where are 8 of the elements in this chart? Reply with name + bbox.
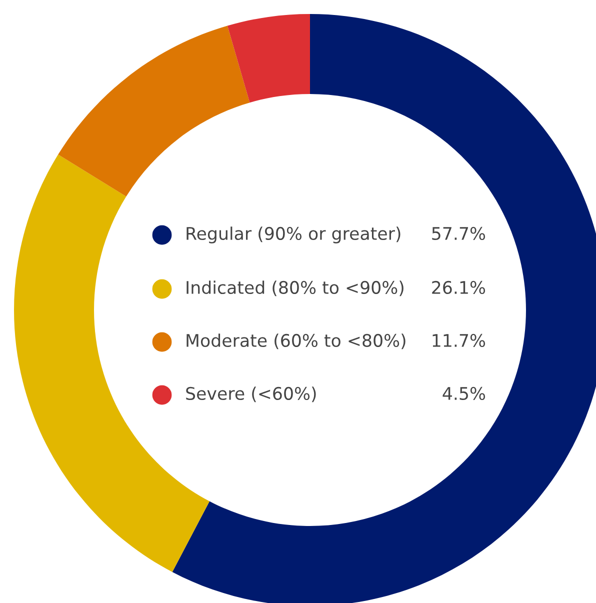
legend-label: Regular (90% or greater) <box>186 226 400 244</box>
data-label: 26.1% <box>432 280 486 294</box>
data-label: 4.5% <box>442 386 486 400</box>
legend-label: Moderate (60% to <80%) <box>186 334 406 350</box>
data-label: 11.7% <box>432 334 486 348</box>
legend-label: Indicated (80% to <90%) <box>186 280 404 296</box>
legend-label: Severe (<60%) <box>186 386 316 402</box>
data-label: 57.7% <box>432 226 486 240</box>
